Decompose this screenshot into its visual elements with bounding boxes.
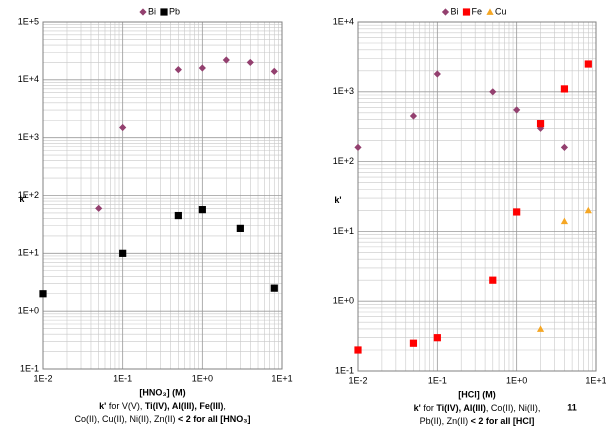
data-point xyxy=(174,211,182,220)
data-point xyxy=(409,339,418,347)
y-tick-label: 1E+0 xyxy=(333,296,354,306)
caption-line: k' for V(V), Ti(IV), Al(III), Fe(III), xyxy=(99,401,226,411)
legend-marker xyxy=(462,8,471,16)
data-point xyxy=(198,64,206,72)
y-tick-label: 1E-1 xyxy=(20,363,39,373)
x-tick-label: 1E-1 xyxy=(428,375,447,385)
data-point xyxy=(119,123,127,132)
y-tick-label: 1E+0 xyxy=(18,306,39,316)
legend-marker xyxy=(441,8,450,16)
caption-text: Ti(IV), Al(III) xyxy=(436,403,486,413)
data-point xyxy=(560,85,569,93)
caption-text: k' xyxy=(99,401,106,411)
caption-text: k' xyxy=(414,403,421,413)
data-point xyxy=(270,67,278,75)
y-tick-label: 1E+2 xyxy=(18,190,39,200)
data-point xyxy=(119,249,127,257)
x-axis-label: [HCl] (M) xyxy=(458,389,496,399)
data-point xyxy=(236,224,244,232)
data-point xyxy=(39,290,47,298)
caption-text: Ti(IV), Al(III), Fe(III) xyxy=(145,401,224,411)
legend-label: Bi xyxy=(148,6,156,16)
data-point xyxy=(513,106,521,114)
data-point xyxy=(584,206,592,214)
y-tick-label: 1E+3 xyxy=(18,132,39,142)
data-point xyxy=(560,143,569,151)
caption-line: Pb(II), Zn(II) < 2 for all [HCl] xyxy=(420,416,535,426)
y-axis-label: k' xyxy=(334,195,341,205)
x-tick-label: 1E+1 xyxy=(271,373,292,383)
legend-marker xyxy=(486,8,494,15)
caption-text: < 2 for all [HCl] xyxy=(471,416,535,426)
legend-label: Pb xyxy=(169,6,180,16)
caption-text: Co(II), Cu(II), Ni(II), Zn(II) xyxy=(75,414,179,424)
y-tick-label: 1E+1 xyxy=(333,226,354,236)
y-tick-label: 1E+4 xyxy=(18,74,39,84)
caption-text: , xyxy=(223,401,226,411)
x-tick-label: 1E+0 xyxy=(506,375,527,385)
data-point xyxy=(536,325,545,332)
caption-text: , Co(II), Ni(II), xyxy=(486,403,541,413)
caption-text: Pb(II), Zn(II) xyxy=(420,416,471,426)
data-point xyxy=(246,58,254,67)
data-point xyxy=(489,276,497,284)
caption-line: k' for Ti(IV), Al(III), Co(II), Ni(II), xyxy=(414,403,541,413)
data-point xyxy=(560,217,569,225)
data-point xyxy=(489,88,497,96)
x-tick-label: 1E-2 xyxy=(33,373,52,383)
caption-text: < 2 for all [HNO₃] xyxy=(178,414,250,424)
data-point xyxy=(433,334,441,342)
legend: Bi Pb xyxy=(139,6,180,16)
data-point xyxy=(584,60,592,68)
page-number: 11 xyxy=(567,402,577,412)
plot-frame xyxy=(42,21,283,370)
x-tick-label: 1E-2 xyxy=(348,375,367,385)
caption-line: Co(II), Cu(II), Ni(II), Zn(II) < 2 for a… xyxy=(75,414,251,424)
data-point xyxy=(222,56,230,64)
plot-frame xyxy=(357,21,597,372)
x-axis-label: [HNO₃] (M) xyxy=(139,387,185,397)
caption-text: for xyxy=(421,403,437,413)
data-point xyxy=(536,120,545,128)
data-point xyxy=(409,112,418,120)
legend-marker xyxy=(160,8,168,16)
y-tick-label: 1E+1 xyxy=(18,248,39,258)
x-tick-label: 1E+0 xyxy=(192,373,213,383)
y-tick-label: 1E+2 xyxy=(333,156,354,166)
data-point xyxy=(354,346,362,354)
legend-label: Fe xyxy=(471,6,482,16)
y-tick-label: 1E+4 xyxy=(333,16,354,26)
caption-text: for V(V), xyxy=(106,401,145,411)
data-point xyxy=(270,284,278,292)
y-axis-label: k' xyxy=(19,194,26,204)
y-tick-label: 1E-1 xyxy=(335,365,354,375)
x-tick-label: 1E-1 xyxy=(113,373,132,383)
legend-marker xyxy=(139,8,147,16)
legend: Bi Fe Cu xyxy=(441,6,507,16)
data-point xyxy=(198,206,206,214)
data-point xyxy=(95,204,103,212)
data-point xyxy=(513,208,521,216)
data-point xyxy=(354,143,362,151)
y-tick-label: 1E+5 xyxy=(18,16,39,26)
legend-label: Cu xyxy=(495,6,507,16)
data-point xyxy=(433,70,441,78)
y-tick-label: 1E+3 xyxy=(333,86,354,96)
data-point xyxy=(174,66,182,74)
plot-area xyxy=(358,22,596,371)
legend-label: Bi xyxy=(450,6,458,16)
x-tick-label: 1E+1 xyxy=(585,375,606,385)
